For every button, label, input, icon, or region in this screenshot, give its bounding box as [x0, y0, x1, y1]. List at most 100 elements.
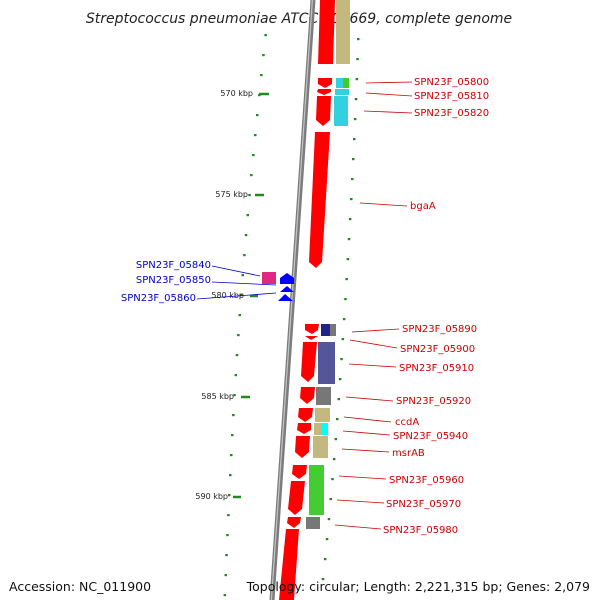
gc-dot	[344, 298, 347, 301]
gc-dot	[260, 74, 263, 77]
ruler-label-585: 585 kbp	[201, 392, 234, 401]
gene-label-bgaa[interactable]: bgaA	[410, 201, 436, 212]
reverse-cog-block	[262, 272, 276, 284]
gc-dot	[264, 34, 267, 37]
gc-dot	[228, 494, 231, 497]
gc-dot	[353, 118, 357, 121]
cds-arrow	[305, 336, 318, 340]
gc-dot	[348, 218, 352, 221]
gc-dot	[340, 358, 343, 361]
gc-dot	[240, 294, 243, 297]
cog-block	[321, 423, 328, 435]
reverse-gene-labels: SPN23F_05840 SPN23F_05850 SPN23F_05860	[121, 260, 277, 304]
gene-label-spn23f-05910[interactable]: SPN23F_05910	[399, 363, 474, 374]
cds-arrow	[297, 423, 311, 434]
cog-block	[309, 465, 324, 515]
leader-line	[342, 430, 391, 436]
cds-arrow	[279, 529, 299, 600]
gene-label-msrab[interactable]: msrAB	[392, 448, 425, 459]
cds-arrow	[295, 436, 310, 458]
cog-block	[315, 408, 330, 422]
gene-label-spn23f-05940[interactable]: SPN23F_05940	[393, 431, 468, 442]
cog-block	[335, 89, 349, 95]
leader-line	[349, 339, 398, 349]
gc-dot	[355, 78, 359, 81]
cog-block	[330, 324, 336, 336]
reverse-cds-arrow	[280, 286, 294, 292]
gc-dot	[341, 338, 345, 341]
backbone	[269, 0, 316, 600]
ruler-label-570: 570 kbp	[220, 89, 253, 98]
reverse-cds-track	[262, 272, 294, 301]
gene-label-spn23f-05900[interactable]: SPN23F_05900	[400, 344, 475, 355]
leader-line	[336, 499, 385, 504]
gc-dot	[224, 574, 227, 577]
cog-block	[321, 324, 330, 336]
gc-dot	[356, 58, 359, 61]
gc-dot	[350, 198, 353, 201]
leader-line	[341, 448, 390, 453]
cds-arrow	[298, 408, 313, 422]
gc-dot	[232, 414, 235, 417]
gc-dot	[338, 378, 342, 381]
gc-dot	[334, 438, 337, 441]
gene-label-ccda[interactable]: ccdA	[395, 417, 419, 428]
gene-label-spn23f-05980[interactable]: SPN23F_05980	[383, 525, 458, 536]
cog-block	[306, 517, 320, 529]
gc-dot	[325, 538, 329, 541]
leader-line	[365, 92, 413, 97]
gene-label-spn23f-05850[interactable]: SPN23F_05850	[136, 275, 211, 286]
gc-dot	[252, 154, 255, 157]
reverse-cds-arrow	[280, 273, 294, 284]
gc-dot	[233, 394, 236, 397]
ruler-label-580: 580 kbp	[211, 291, 244, 300]
gene-label-spn23f-05810[interactable]: SPN23F_05810	[414, 91, 489, 102]
ruler-label-575: 575 kbp	[215, 190, 248, 199]
cog-block	[316, 387, 331, 405]
cds-arrow	[317, 89, 331, 95]
leader-line	[211, 265, 261, 277]
leader-line	[348, 363, 397, 368]
cog-block	[336, 78, 343, 88]
gc-dot	[248, 194, 251, 197]
gene-label-spn23f-05960[interactable]: SPN23F_05960	[389, 475, 464, 486]
gene-label-spn23f-05800[interactable]: SPN23F_05800	[414, 77, 489, 88]
gc-dot	[347, 238, 351, 241]
gc-dot	[225, 554, 228, 557]
gc-dot	[329, 498, 332, 501]
gc-dot	[357, 38, 360, 41]
gc-dot	[336, 418, 339, 421]
ruler: 570 kbp 575 kbp 580 kbp 585 kbp 590 kbp	[195, 89, 269, 501]
cds-arrow	[318, 78, 332, 88]
gc-dot	[262, 54, 265, 57]
leader-line	[345, 396, 394, 402]
reverse-cds-arrow	[278, 294, 293, 301]
gene-label-spn23f-05920[interactable]: SPN23F_05920	[396, 396, 471, 407]
gc-dot	[331, 478, 334, 481]
gc-dot	[243, 254, 246, 257]
gc-dot	[327, 518, 331, 521]
cog-block	[314, 423, 321, 435]
gc-dot	[332, 458, 336, 461]
leader-line	[351, 328, 400, 333]
forward-cds-track	[279, 0, 335, 600]
leader-line	[196, 292, 277, 300]
gc-dot	[352, 158, 355, 161]
gene-label-spn23f-05860[interactable]: SPN23F_05860	[121, 293, 196, 304]
gc-dot	[231, 434, 234, 437]
cds-arrow	[301, 342, 317, 382]
gene-label-spn23f-05890[interactable]: SPN23F_05890	[402, 324, 477, 335]
gc-dot	[345, 278, 348, 281]
cds-arrow	[318, 0, 335, 64]
gene-label-spn23f-05970[interactable]: SPN23F_05970	[386, 499, 461, 510]
gc-dot	[254, 134, 257, 137]
gc-dot	[229, 474, 232, 477]
cds-arrow	[288, 481, 305, 515]
gc-dot	[354, 98, 358, 101]
gene-label-spn23f-05840[interactable]: SPN23F_05840	[136, 260, 211, 271]
cds-arrow	[287, 517, 301, 528]
gene-label-spn23f-05820[interactable]: SPN23F_05820	[414, 108, 489, 119]
cog-block	[313, 436, 328, 458]
cds-arrow	[292, 465, 307, 479]
